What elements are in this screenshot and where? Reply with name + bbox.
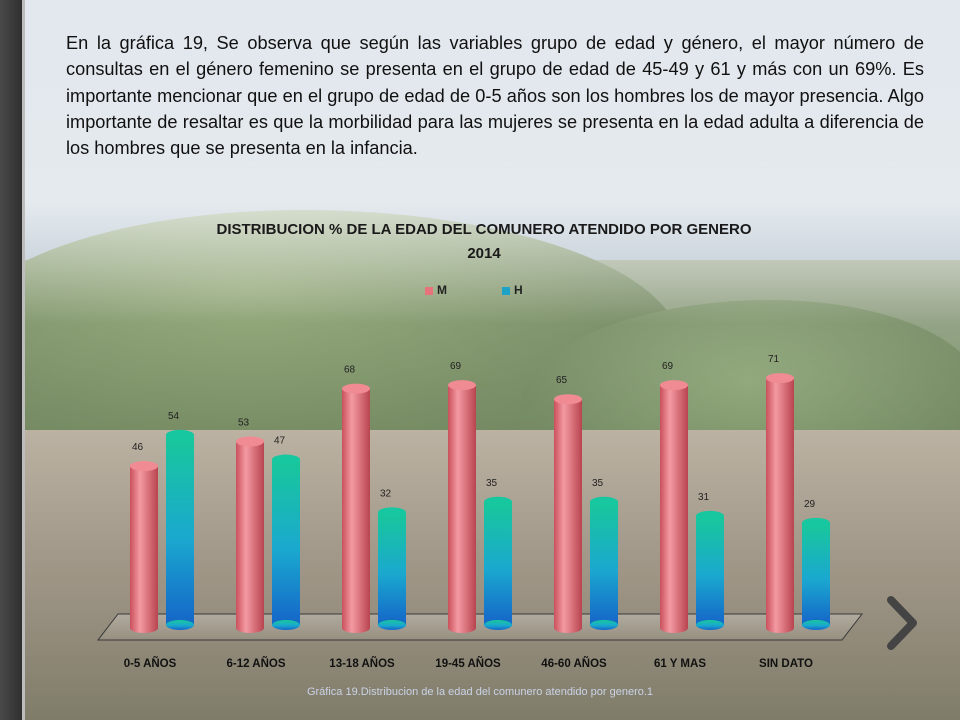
bar-h bbox=[378, 507, 406, 630]
chart-floor bbox=[96, 613, 864, 641]
bar-cap bbox=[484, 496, 512, 507]
data-label-h: 31 bbox=[698, 492, 710, 503]
bar-cap bbox=[448, 380, 476, 391]
bar-base bbox=[236, 623, 264, 633]
bar-cap bbox=[342, 383, 370, 394]
bar-base bbox=[554, 623, 582, 633]
x-tick-label: 13-18 AÑOS bbox=[329, 657, 395, 670]
legend-label-h: H bbox=[514, 283, 523, 297]
bar-m bbox=[342, 383, 370, 633]
slide-left-border bbox=[0, 0, 25, 720]
data-label-m: 53 bbox=[238, 417, 250, 428]
bar-cap bbox=[554, 394, 582, 405]
data-label-m: 69 bbox=[450, 361, 462, 372]
chevron-right-icon[interactable] bbox=[885, 596, 919, 650]
x-tick-label: 61 Y MAS bbox=[654, 658, 706, 670]
slide-paragraph: En la gráfica 19, Se observa que según l… bbox=[66, 33, 924, 159]
bar-cap bbox=[802, 517, 830, 528]
bar-cap bbox=[766, 373, 794, 384]
legend-item-m: M bbox=[425, 283, 447, 297]
x-tick-label: 19-45 AÑOS bbox=[435, 657, 501, 670]
bar-body bbox=[272, 459, 300, 625]
bar-body bbox=[166, 434, 194, 625]
x-tick-label: 46-60 AÑOS bbox=[541, 657, 607, 670]
legend-swatch-m bbox=[425, 286, 433, 295]
chart-bars: 46 54 53 47 68 32 69 35 65 35 69 31 71 29 bbox=[130, 354, 830, 633]
bar-body bbox=[448, 385, 476, 628]
bar-cap bbox=[660, 380, 688, 391]
bar-base bbox=[802, 620, 830, 630]
bar-base bbox=[484, 620, 512, 630]
legend-item-h: H bbox=[502, 283, 523, 297]
bar-h bbox=[590, 496, 618, 630]
bar-cap bbox=[166, 429, 194, 440]
bar-cap bbox=[590, 496, 618, 507]
data-label-m: 71 bbox=[768, 354, 780, 365]
legend-swatch-h bbox=[502, 286, 510, 295]
chart-floor-plane bbox=[96, 613, 864, 641]
bar-body bbox=[590, 501, 618, 625]
bar-body bbox=[342, 388, 370, 628]
data-label-m: 69 bbox=[662, 361, 674, 372]
data-label-h: 35 bbox=[592, 478, 604, 489]
x-tick-label: 6-12 AÑOS bbox=[226, 657, 285, 670]
bar-base bbox=[272, 620, 300, 630]
bar-base bbox=[130, 623, 158, 633]
bar-cap bbox=[130, 461, 158, 472]
data-label-h: 47 bbox=[274, 436, 286, 447]
bar-m bbox=[236, 436, 264, 633]
data-label-m: 65 bbox=[556, 375, 568, 386]
chart-title-block: DISTRIBUCION % DE LA EDAD DEL COMUNERO A… bbox=[110, 218, 858, 266]
bar-body bbox=[766, 378, 794, 628]
chart-title: DISTRIBUCION % DE LA EDAD DEL COMUNERO A… bbox=[216, 221, 752, 238]
bar-h bbox=[166, 429, 194, 630]
data-label-h: 32 bbox=[380, 488, 392, 499]
bar-body bbox=[660, 385, 688, 628]
x-axis-labels: 0-5 AÑOS 6-12 AÑOS 13-18 AÑOS 19-45 AÑOS 46-… bbox=[124, 657, 813, 670]
legend-label-m: M bbox=[437, 283, 447, 297]
bar-cap bbox=[272, 454, 300, 465]
chart-subtitle: 2014 bbox=[467, 245, 501, 262]
bar-h bbox=[272, 454, 300, 630]
bar-m bbox=[130, 461, 158, 633]
bar-base bbox=[448, 623, 476, 633]
bar-base bbox=[590, 620, 618, 630]
bar-body bbox=[130, 466, 158, 628]
bar-base bbox=[166, 620, 194, 630]
data-label-h: 35 bbox=[486, 478, 498, 489]
data-label-m: 46 bbox=[132, 442, 144, 453]
bar-base bbox=[378, 620, 406, 630]
bar-m bbox=[660, 380, 688, 633]
bar-m bbox=[554, 394, 582, 633]
bar-base bbox=[766, 623, 794, 633]
bar-body bbox=[484, 501, 512, 625]
bar-base bbox=[696, 620, 724, 630]
bar-body bbox=[554, 399, 582, 628]
bar-body bbox=[378, 512, 406, 625]
data-label-m: 68 bbox=[344, 365, 356, 376]
data-label-h: 29 bbox=[804, 499, 816, 510]
bar-base bbox=[342, 623, 370, 633]
bar-h bbox=[802, 517, 830, 630]
bar-body bbox=[236, 441, 264, 628]
bar-h bbox=[696, 510, 724, 630]
bar-m bbox=[448, 380, 476, 633]
bar-body bbox=[802, 522, 830, 625]
figure-caption: Gráfica 19.Distribucion de la edad del c… bbox=[306, 686, 654, 698]
data-label-h: 54 bbox=[168, 411, 180, 422]
bar-cap bbox=[236, 436, 264, 447]
bar-body bbox=[696, 515, 724, 625]
bar-m bbox=[766, 373, 794, 633]
bar-cap bbox=[378, 507, 406, 518]
bar-base bbox=[660, 623, 688, 633]
x-tick-label: 0-5 AÑOS bbox=[124, 657, 177, 670]
bar-cap bbox=[696, 510, 724, 521]
x-tick-label: SIN DATO bbox=[759, 658, 813, 670]
bar-h bbox=[484, 496, 512, 630]
